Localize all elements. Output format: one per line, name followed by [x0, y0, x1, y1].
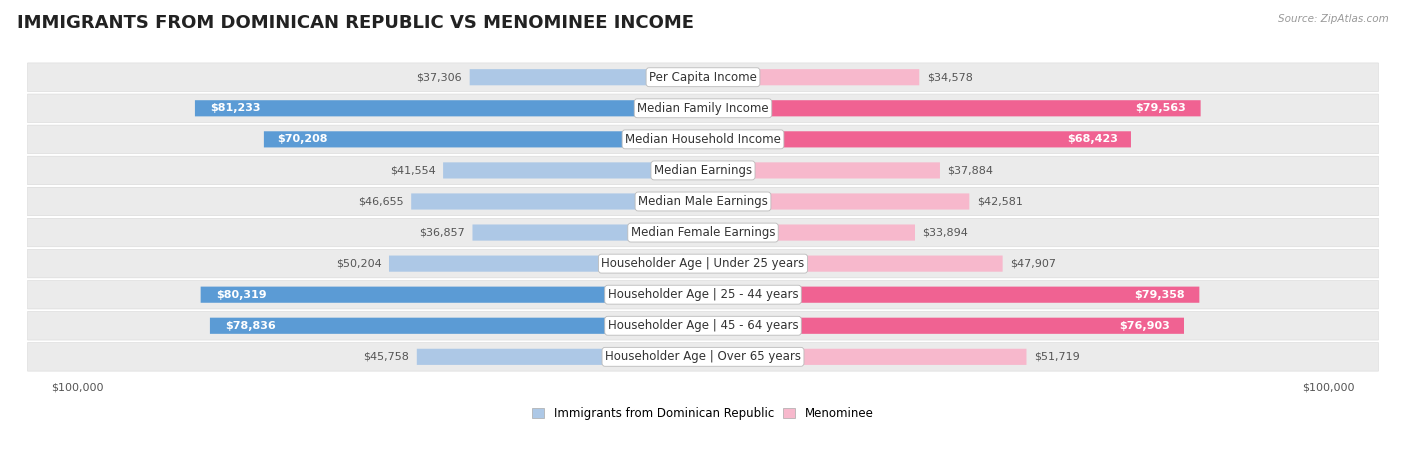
Text: $34,578: $34,578 — [927, 72, 973, 82]
Text: $68,423: $68,423 — [1067, 134, 1118, 144]
Text: $81,233: $81,233 — [209, 103, 260, 113]
FancyBboxPatch shape — [703, 287, 1199, 303]
FancyBboxPatch shape — [416, 349, 703, 365]
FancyBboxPatch shape — [472, 225, 703, 241]
FancyBboxPatch shape — [28, 63, 1378, 92]
FancyBboxPatch shape — [389, 255, 703, 272]
FancyBboxPatch shape — [703, 255, 1002, 272]
FancyBboxPatch shape — [28, 249, 1378, 278]
Text: $70,208: $70,208 — [277, 134, 328, 144]
Text: $42,581: $42,581 — [977, 197, 1022, 206]
FancyBboxPatch shape — [703, 349, 1026, 365]
Text: $80,319: $80,319 — [215, 290, 266, 300]
FancyBboxPatch shape — [28, 280, 1378, 309]
Text: Median Household Income: Median Household Income — [626, 133, 780, 146]
FancyBboxPatch shape — [443, 163, 703, 178]
Text: $36,857: $36,857 — [419, 227, 465, 238]
FancyBboxPatch shape — [703, 100, 1201, 116]
Text: $33,894: $33,894 — [922, 227, 969, 238]
Text: $37,884: $37,884 — [948, 165, 994, 176]
FancyBboxPatch shape — [28, 218, 1378, 247]
Text: Median Earnings: Median Earnings — [654, 164, 752, 177]
FancyBboxPatch shape — [411, 193, 703, 210]
Text: $47,907: $47,907 — [1010, 259, 1056, 269]
FancyBboxPatch shape — [28, 94, 1378, 122]
FancyBboxPatch shape — [28, 125, 1378, 154]
FancyBboxPatch shape — [201, 287, 703, 303]
FancyBboxPatch shape — [703, 69, 920, 85]
Text: Householder Age | 25 - 44 years: Householder Age | 25 - 44 years — [607, 288, 799, 301]
FancyBboxPatch shape — [28, 187, 1378, 216]
Text: Median Family Income: Median Family Income — [637, 102, 769, 115]
FancyBboxPatch shape — [28, 156, 1378, 185]
FancyBboxPatch shape — [703, 163, 941, 178]
FancyBboxPatch shape — [703, 193, 969, 210]
Text: $76,903: $76,903 — [1119, 321, 1170, 331]
Text: Source: ZipAtlas.com: Source: ZipAtlas.com — [1278, 14, 1389, 24]
FancyBboxPatch shape — [470, 69, 703, 85]
Text: $41,554: $41,554 — [389, 165, 436, 176]
Text: $45,758: $45,758 — [363, 352, 409, 362]
Text: $51,719: $51,719 — [1033, 352, 1080, 362]
Text: $46,655: $46,655 — [359, 197, 404, 206]
Text: $79,563: $79,563 — [1135, 103, 1185, 113]
Text: Householder Age | Under 25 years: Householder Age | Under 25 years — [602, 257, 804, 270]
FancyBboxPatch shape — [209, 318, 703, 334]
Text: Median Female Earnings: Median Female Earnings — [631, 226, 775, 239]
Legend: Immigrants from Dominican Republic, Menominee: Immigrants from Dominican Republic, Meno… — [530, 404, 876, 422]
Text: Householder Age | 45 - 64 years: Householder Age | 45 - 64 years — [607, 319, 799, 332]
FancyBboxPatch shape — [28, 342, 1378, 371]
Text: $50,204: $50,204 — [336, 259, 381, 269]
Text: IMMIGRANTS FROM DOMINICAN REPUBLIC VS MENOMINEE INCOME: IMMIGRANTS FROM DOMINICAN REPUBLIC VS ME… — [17, 14, 695, 32]
FancyBboxPatch shape — [28, 311, 1378, 340]
FancyBboxPatch shape — [703, 131, 1130, 148]
Text: Householder Age | Over 65 years: Householder Age | Over 65 years — [605, 350, 801, 363]
Text: $78,836: $78,836 — [225, 321, 276, 331]
FancyBboxPatch shape — [264, 131, 703, 148]
FancyBboxPatch shape — [703, 225, 915, 241]
Text: Median Male Earnings: Median Male Earnings — [638, 195, 768, 208]
FancyBboxPatch shape — [703, 318, 1184, 334]
FancyBboxPatch shape — [195, 100, 703, 116]
Text: Per Capita Income: Per Capita Income — [650, 71, 756, 84]
Text: $37,306: $37,306 — [416, 72, 463, 82]
Text: $79,358: $79,358 — [1133, 290, 1184, 300]
